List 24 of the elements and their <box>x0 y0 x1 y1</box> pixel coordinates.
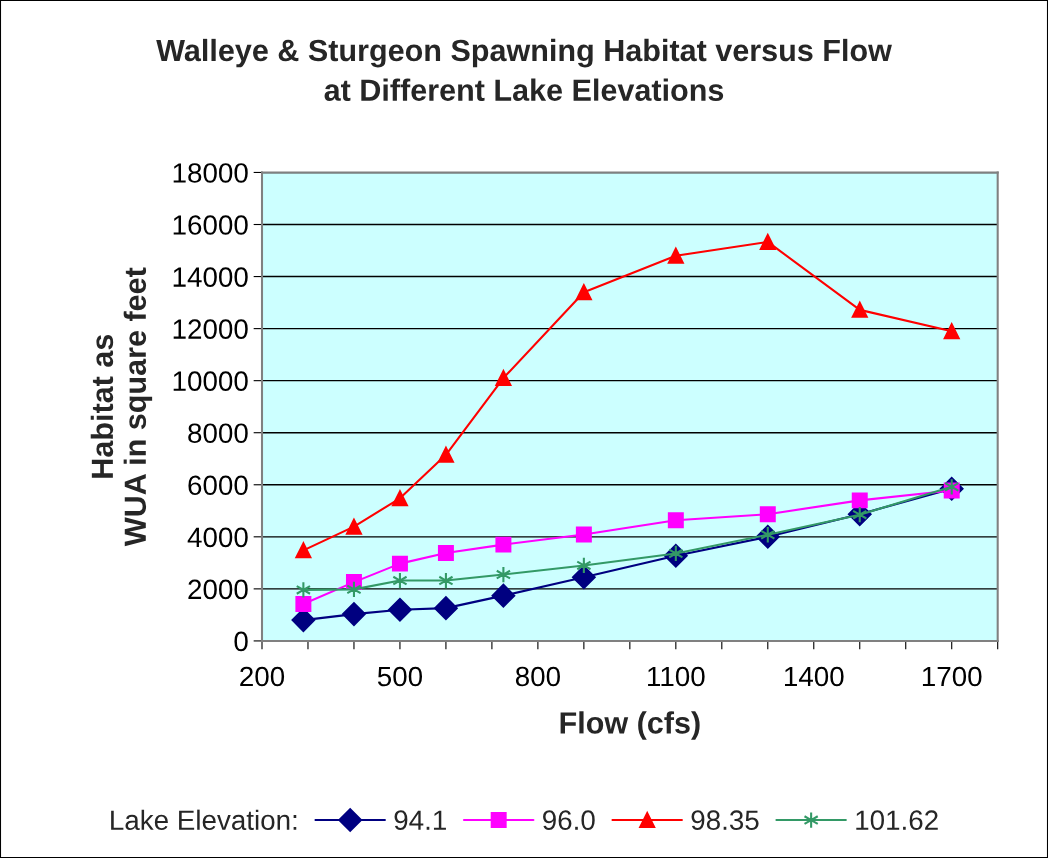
legend-label: 101.62 <box>856 810 938 831</box>
x-tick-label: 800 <box>515 666 560 687</box>
y-tick-label: 14000 <box>173 267 248 287</box>
y-tick-label: 18000 <box>173 163 248 183</box>
legend-title: Lake Elevation: <box>111 809 297 831</box>
x-tick-label: 200 <box>240 666 285 687</box>
legend-label: 94.1 <box>394 810 446 831</box>
chart-title: Walleye & Sturgeon Spawning Habitat versus Flow at Different Lake Elevations <box>156 38 892 101</box>
y-tick-label: 10000 <box>173 371 248 391</box>
y-tick-label: 16000 <box>173 215 248 235</box>
y-tick-label: 8000 <box>188 423 248 444</box>
y-tick-label: 6000 <box>188 475 248 496</box>
y-axis-title: Habitat as WUA in square feet <box>90 267 153 547</box>
legend-label: 98.35 <box>691 810 759 831</box>
x-tick-label: 1100 <box>648 666 705 687</box>
y-tick-label: 12000 <box>173 319 248 339</box>
y-tick-label: 2000 <box>188 579 248 600</box>
x-axis-title: Flow (cfs) <box>560 711 700 740</box>
legend-label: 96.0 <box>543 810 595 831</box>
x-tick-label: 500 <box>377 666 423 687</box>
x-tick-label: 1700 <box>922 666 982 687</box>
y-tick-label: 4000 <box>187 527 248 548</box>
y-tick-label: 0 <box>234 631 248 652</box>
x-tick-label: 1400 <box>785 666 844 687</box>
